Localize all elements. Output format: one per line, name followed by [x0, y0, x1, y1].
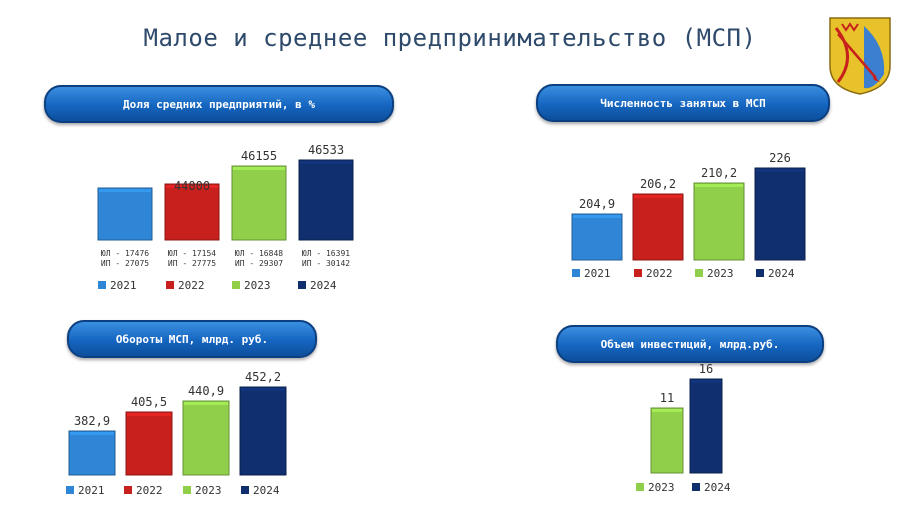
data-label: 382,9	[74, 414, 110, 428]
legend-swatch-2024	[756, 269, 764, 277]
legend-swatch-2022	[166, 281, 174, 289]
bar-2022	[125, 411, 173, 476]
legend-label: 2022	[178, 279, 205, 292]
data-label: 440,9	[188, 384, 224, 398]
category-note: ЮЛ - 16848	[235, 249, 283, 258]
chart-title-pill: Объем инвестиций, млрд.руб.	[556, 325, 824, 363]
bar-highlight	[70, 432, 114, 435]
legend-label: 2021	[110, 279, 137, 292]
bar-2021	[571, 213, 623, 261]
category-note: ИП - 27075	[101, 259, 149, 268]
legend-label: 2024	[768, 267, 795, 280]
bar-2023	[693, 182, 745, 261]
bar-2022	[164, 183, 220, 241]
bar-highlight	[756, 169, 804, 172]
bar-highlight	[691, 380, 721, 383]
bar-highlight	[573, 215, 621, 218]
legend-label: 2024	[253, 484, 280, 497]
bar-highlight	[184, 402, 228, 405]
legend-label: 2024	[704, 481, 731, 494]
legend-swatch-2021	[98, 281, 106, 289]
legend-label: 2023	[244, 279, 271, 292]
legend-label: 2022	[136, 484, 163, 497]
legend-swatch-2024	[692, 483, 700, 491]
legend-label: 2024	[310, 279, 337, 292]
legend-swatch-2021	[66, 486, 74, 494]
bar-2023	[182, 400, 230, 476]
bar-2023	[231, 165, 287, 241]
bar-2024	[298, 159, 354, 241]
legend-swatch-2023	[183, 486, 191, 494]
data-label: 11	[660, 391, 674, 405]
bar-2024	[689, 378, 723, 474]
bar-highlight	[300, 161, 352, 164]
category-note: ЮЛ - 17476	[101, 249, 149, 258]
bar-highlight	[695, 184, 743, 187]
data-label: 226	[769, 151, 791, 165]
legend-swatch-2024	[241, 486, 249, 494]
legend-swatch-2024	[298, 281, 306, 289]
bar-2024	[239, 386, 287, 476]
data-label: 206,2	[640, 177, 676, 191]
bar-highlight	[166, 185, 218, 188]
category-note: ЮЛ - 16391	[302, 249, 350, 258]
bar-2022	[632, 193, 684, 261]
category-note: ИП - 29307	[235, 259, 283, 268]
bar-highlight	[233, 167, 285, 170]
data-label: 452,2	[245, 370, 281, 384]
chart-title-pill: Численность занятых в МСП	[536, 84, 830, 122]
chart-title-pill: Обороты МСП, млрд. руб.	[67, 320, 317, 358]
data-label: 16	[699, 362, 713, 376]
data-label: 44000	[174, 179, 210, 193]
chart-title-pill: Доля средних предприятий, в %	[44, 85, 394, 123]
data-label: 204,9	[579, 197, 615, 211]
bar-highlight	[241, 388, 285, 391]
data-label: 46155	[241, 149, 277, 163]
data-label: 210,2	[701, 166, 737, 180]
category-note: ИП - 30142	[302, 259, 350, 268]
legend-label: 2023	[195, 484, 222, 497]
bar-2021	[68, 430, 116, 476]
bar-2024	[754, 167, 806, 261]
coat-of-arms-icon	[829, 17, 891, 95]
legend-label: 2023	[648, 481, 675, 494]
category-note: ЮЛ - 17154	[168, 249, 216, 258]
legend-label: 2021	[78, 484, 105, 497]
legend-label: 2022	[646, 267, 673, 280]
bar-highlight	[652, 409, 682, 412]
data-label: 46533	[308, 143, 344, 157]
legend-swatch-2022	[124, 486, 132, 494]
bar-2023	[650, 407, 684, 474]
category-note: ИП - 27775	[168, 259, 216, 268]
legend-swatch-2022	[634, 269, 642, 277]
legend-swatch-2023	[636, 483, 644, 491]
legend-swatch-2021	[572, 269, 580, 277]
legend-label: 2023	[707, 267, 734, 280]
bar-highlight	[634, 195, 682, 198]
legend-swatch-2023	[232, 281, 240, 289]
bar-highlight	[127, 413, 171, 416]
bar-2021	[97, 187, 153, 241]
legend-swatch-2023	[695, 269, 703, 277]
bar-highlight	[99, 189, 151, 192]
legend-label: 2021	[584, 267, 611, 280]
data-label: 405,5	[131, 395, 167, 409]
page-title: Малое и среднее предпринимательство (МСП…	[143, 24, 757, 52]
